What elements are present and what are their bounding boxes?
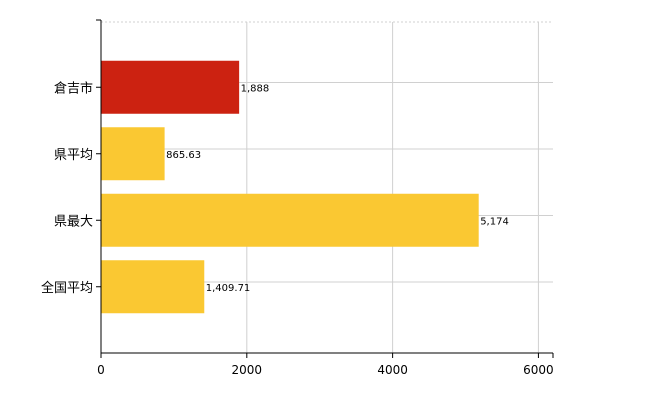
category-label-1: 倉吉市 bbox=[54, 80, 93, 96]
labels: 1,888 倉吉市 865.63 県平均 5,174 県最大 1,409.71 全国平均 0 20… bbox=[41, 80, 554, 377]
data-label-2: 865.63 bbox=[166, 150, 201, 161]
bars bbox=[101, 60, 479, 314]
x-tick-label-1: 0 bbox=[97, 363, 105, 377]
category-label-2: 県平均 bbox=[54, 148, 93, 163]
category-label-4: 全国平均 bbox=[41, 280, 93, 296]
bar-3 bbox=[101, 193, 479, 247]
x-tick-label-3: 4000 bbox=[377, 363, 408, 377]
category-label-3: 県最大 bbox=[54, 214, 93, 229]
bar-1 bbox=[101, 60, 240, 114]
axes bbox=[96, 19, 554, 358]
data-label-3: 5,174 bbox=[480, 216, 509, 227]
x-tick-label-4: 6000 bbox=[523, 363, 554, 377]
bar-2 bbox=[101, 127, 165, 181]
x-tick-label-2: 2000 bbox=[232, 363, 263, 377]
data-label-4: 1,409.71 bbox=[206, 283, 251, 294]
data-label-1: 1,888 bbox=[241, 83, 270, 94]
bar-4 bbox=[101, 260, 205, 314]
